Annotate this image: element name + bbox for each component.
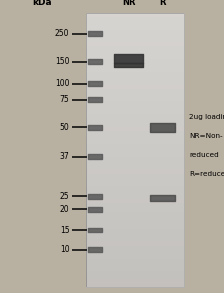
Text: kDa: kDa <box>33 0 52 7</box>
Text: R: R <box>159 0 166 7</box>
Text: R=reduced: R=reduced <box>189 171 224 177</box>
Text: NR=Non-: NR=Non- <box>189 133 223 139</box>
Text: reduced: reduced <box>189 152 219 158</box>
Bar <box>86 13 184 287</box>
Text: 20: 20 <box>60 205 69 214</box>
Text: 150: 150 <box>55 57 69 66</box>
Text: NR: NR <box>122 0 136 7</box>
Text: 25: 25 <box>60 192 69 201</box>
Text: 2ug loading: 2ug loading <box>189 114 224 120</box>
Text: 50: 50 <box>60 123 69 132</box>
Text: 75: 75 <box>60 95 69 104</box>
Text: 10: 10 <box>60 245 69 254</box>
Text: 15: 15 <box>60 226 69 234</box>
Text: 37: 37 <box>60 152 69 161</box>
Text: 100: 100 <box>55 79 69 88</box>
Text: 250: 250 <box>55 29 69 38</box>
